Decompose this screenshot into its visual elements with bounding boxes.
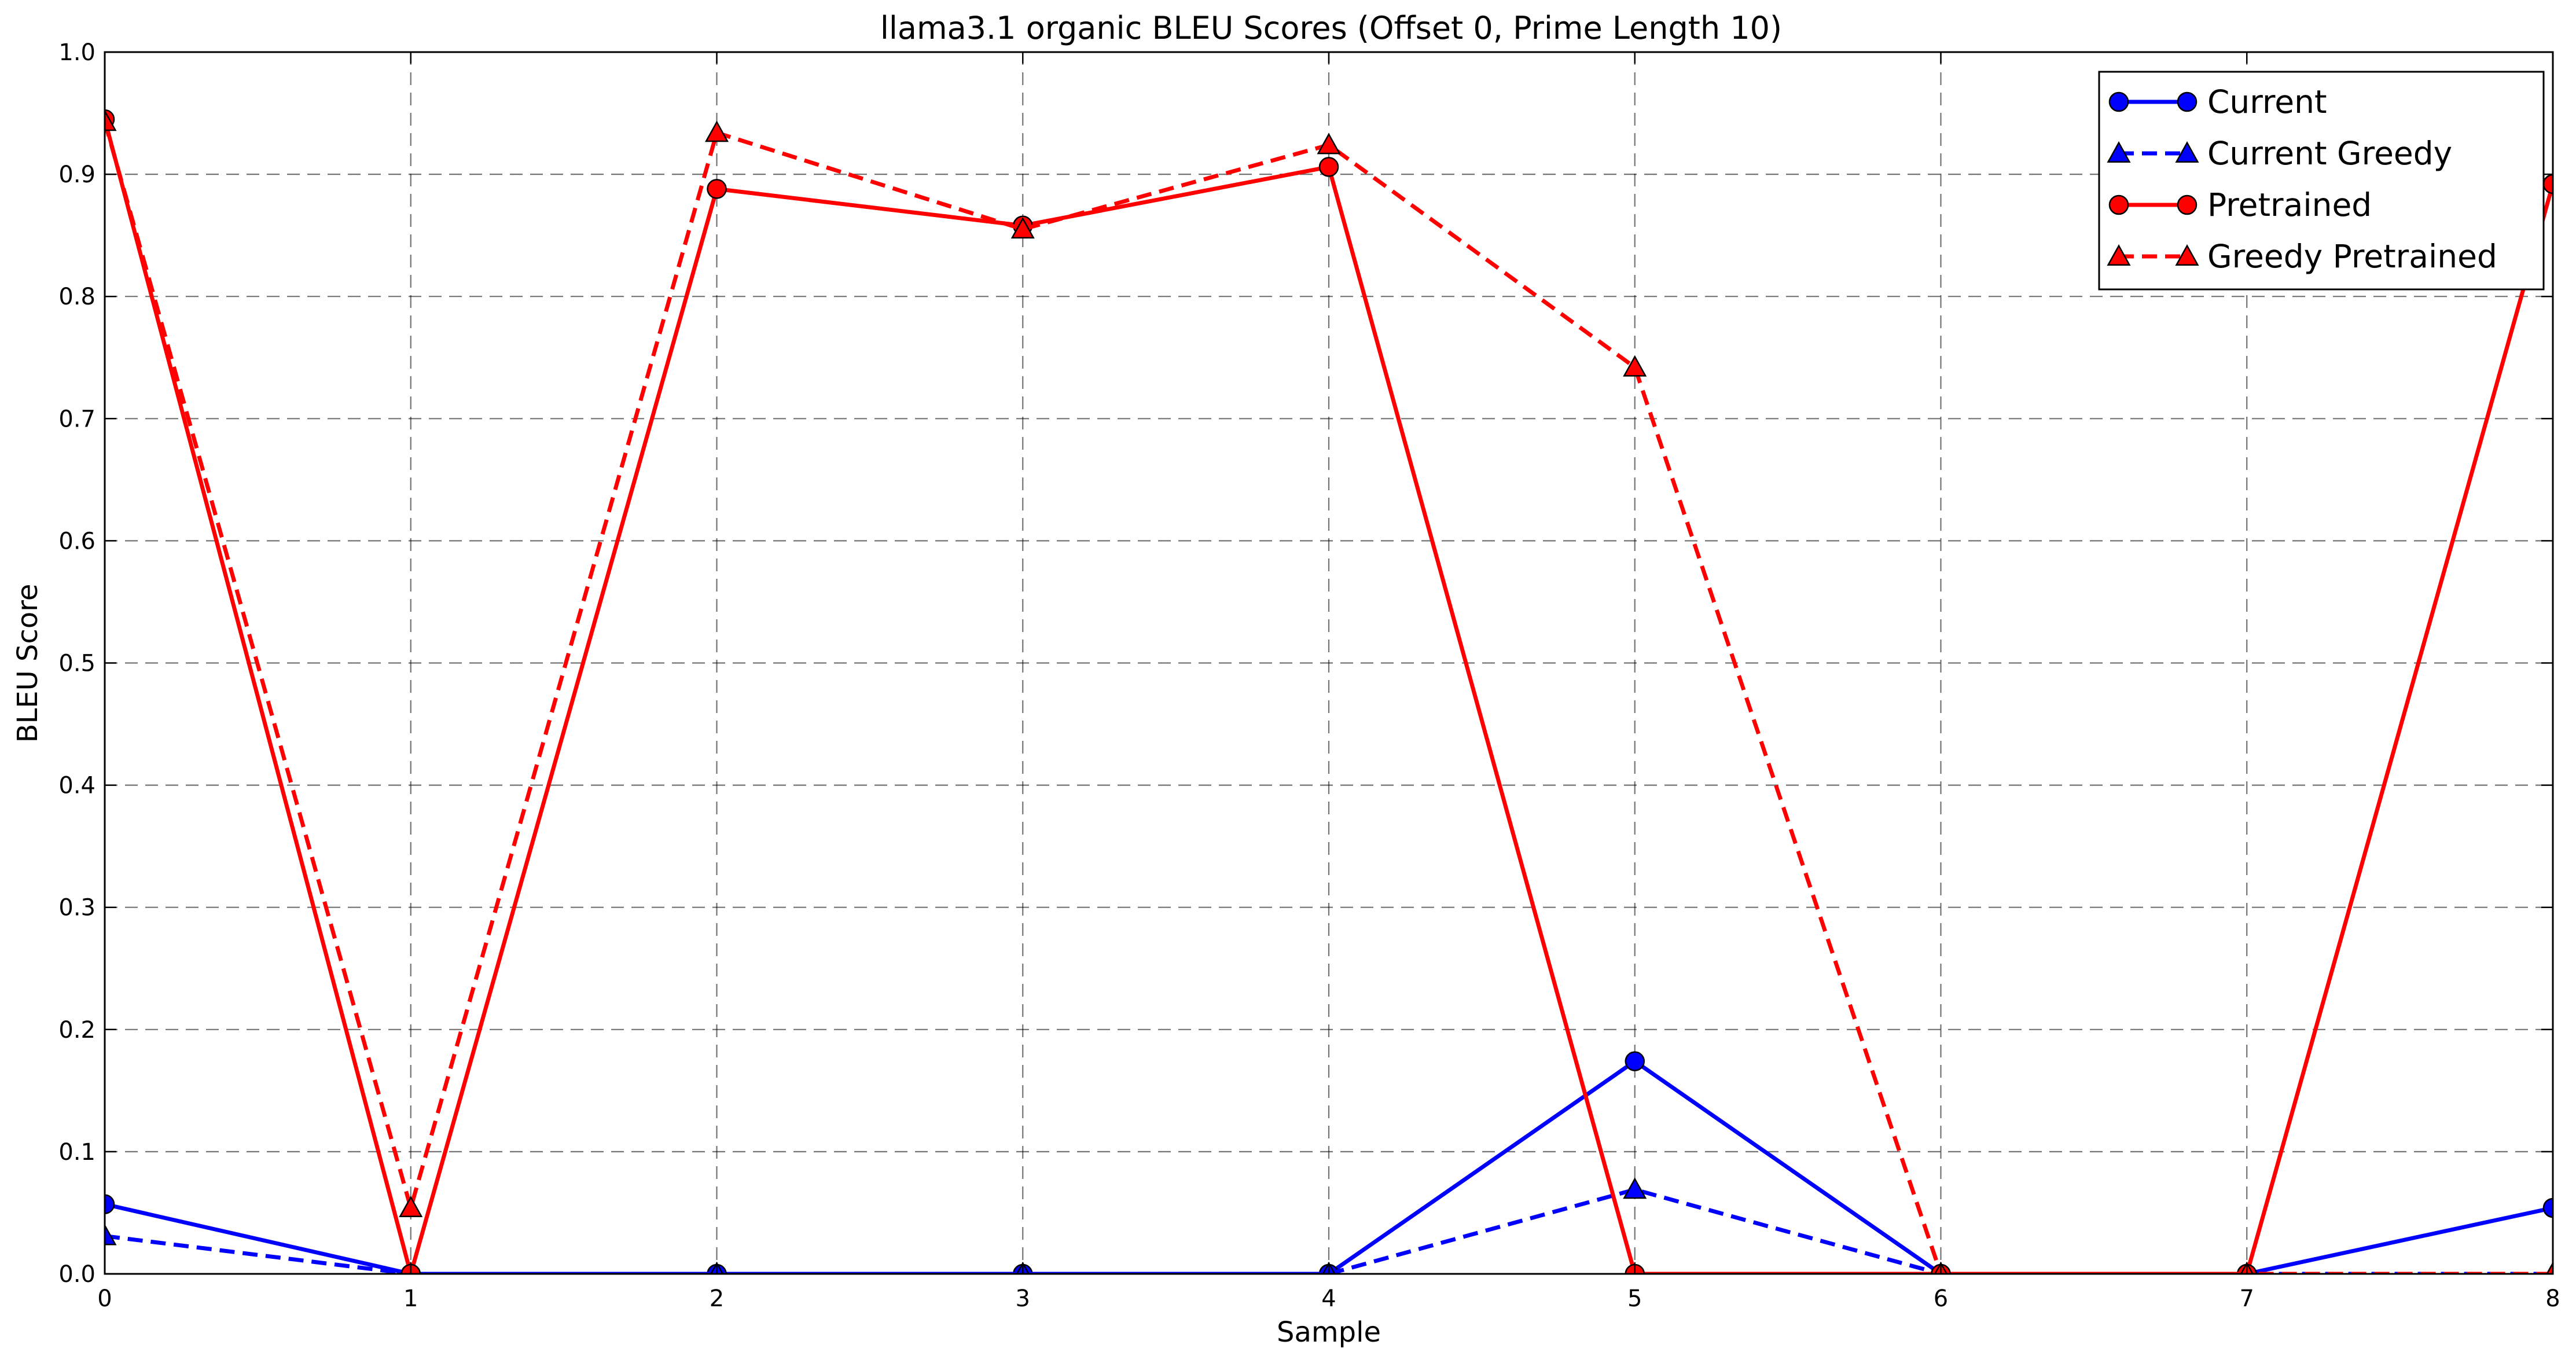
data-point-greedy-pretrained [704,120,729,142]
x-tick-label: 5 [1627,1285,1642,1312]
data-point-current [105,1194,115,1214]
y-tick-label: 0.9 [58,161,95,188]
data-point-greedy-pretrained [399,1196,423,1217]
x-tick-label: 1 [403,1285,418,1312]
data-point-greedy-pretrained [1317,133,1341,155]
x-tick-label: 8 [2545,1285,2560,1312]
legend-marker-greedy-pretrained [2107,244,2131,266]
data-point-current [2542,1197,2553,1218]
x-axis-label: Sample [1277,1316,1381,1349]
legend-label-current: Current [2207,83,2327,120]
grid-lines [105,52,2553,1274]
x-tick-label: 3 [1016,1285,1030,1312]
legend-label-greedy-pretrained: Greedy Pretrained [2207,238,2497,275]
series-layer [105,109,2553,1274]
data-point-current [1625,1051,1645,1071]
y-tick-label: 0.1 [58,1139,95,1166]
legend-marker-current [2108,91,2129,112]
y-tick-label: 0.7 [58,406,95,432]
x-tick-label: 7 [2240,1285,2254,1312]
data-point-current-greedy [105,1224,117,1246]
axis-ticks: 0 1 2 3 4 5 6 7 8 0.0 0.1 0.2 0.3 0.4 0.5 0.6 0.7 0.8 0.9 1… [58,39,2560,1312]
data-point-greedy-pretrained [105,109,117,131]
legend-marker-current-greedy [2175,141,2199,163]
data-point-greedy-pretrained [1010,217,1035,239]
chart-title: llama3.1 organic BLEU Scores (Offset 0, … [880,10,1782,46]
x-tick-label: 4 [1321,1285,1336,1312]
y-tick-label: 0.4 [58,773,95,799]
data-point-pretrained [1318,157,1339,177]
y-tick-label: 0.5 [58,651,95,677]
legend-box [2098,71,2545,291]
data-point-current-greedy [1623,1177,1647,1199]
y-tick-label: 1.0 [58,39,95,66]
legend-marker-current-greedy [2107,141,2131,163]
legend-marker-current [2177,91,2197,112]
y-tick-label: 0.6 [58,528,95,554]
legend-label-current-greedy: Current Greedy [2207,135,2452,172]
data-point-pretrained [707,179,727,199]
data-point-greedy-pretrained [2546,1262,2553,1274]
series-group [105,109,2553,1274]
data-point-greedy-pretrained [1623,355,1647,377]
x-tick-label: 0 [97,1285,112,1312]
y-tick-label: 0.2 [58,1017,95,1044]
y-axis-label: BLEU Score [12,584,44,743]
y-tick-label: 0.0 [58,1261,95,1288]
legend-marker-pretrained [2108,194,2129,215]
legend: Current Current Greedy Pretrained Greedy Pr… [2098,71,2545,291]
legend-label-pretrained: Pretrained [2207,186,2372,223]
y-tick-label: 0.8 [58,284,95,310]
legend-marker-pretrained [2177,194,2197,215]
x-tick-label: 6 [1934,1285,1948,1312]
x-tick-label: 2 [710,1285,724,1312]
y-tick-label: 0.3 [58,895,95,921]
legend-marker-greedy-pretrained [2175,244,2199,266]
